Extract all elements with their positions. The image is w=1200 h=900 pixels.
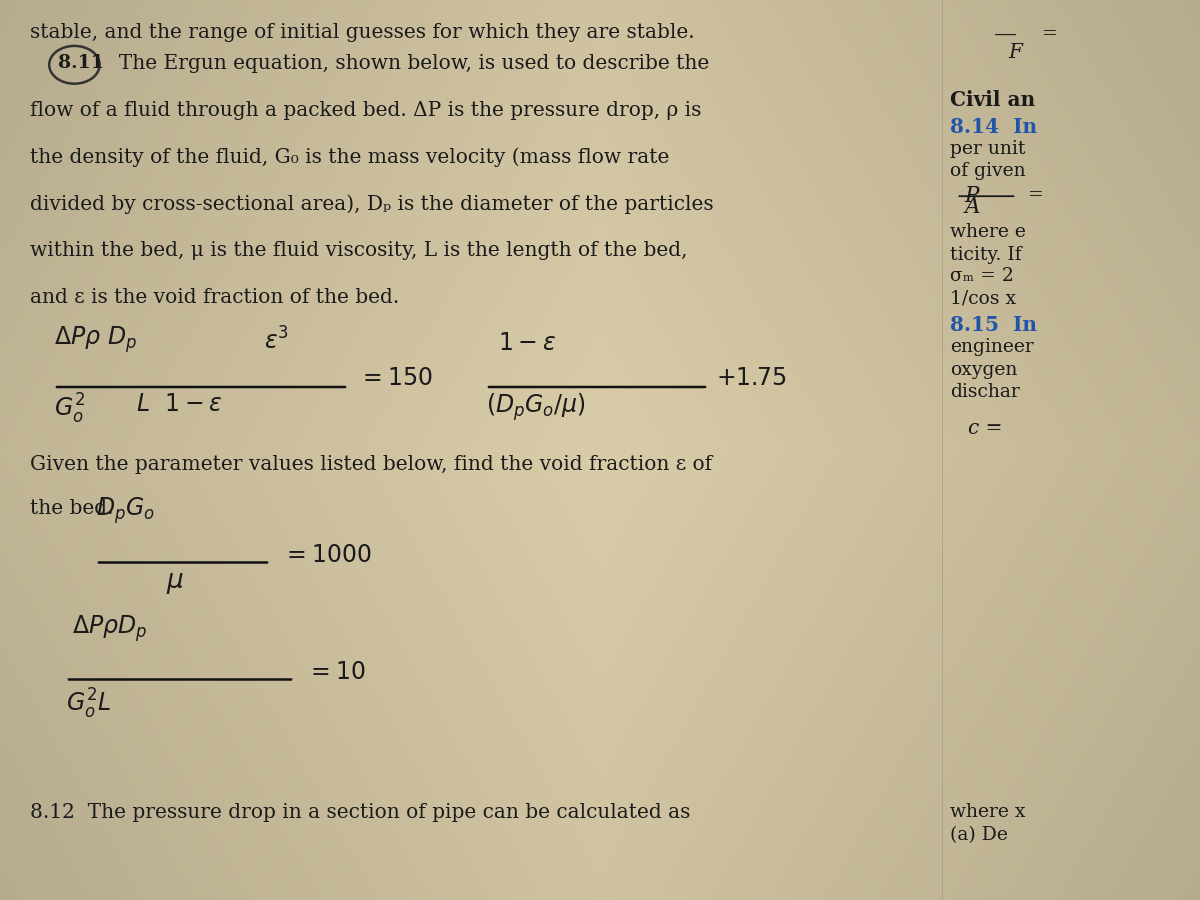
Text: dischar: dischar xyxy=(950,383,1020,401)
Text: within the bed, μ is the fluid viscosity, L is the length of the bed,: within the bed, μ is the fluid viscosity… xyxy=(30,241,688,260)
Text: Civil an: Civil an xyxy=(950,90,1036,110)
Text: $\Delta P\rho\ D_p$: $\Delta P\rho\ D_p$ xyxy=(54,324,137,355)
Text: =: = xyxy=(1028,186,1044,204)
Text: where e: where e xyxy=(950,223,1026,241)
Text: $G_o^2 L$: $G_o^2 L$ xyxy=(66,687,110,721)
Text: $G_o^2$: $G_o^2$ xyxy=(54,392,85,426)
Text: ticity. If: ticity. If xyxy=(950,246,1022,264)
Text: The Ergun equation, shown below, is used to describe the: The Ergun equation, shown below, is used… xyxy=(106,54,709,73)
Text: 8.15  In: 8.15 In xyxy=(950,315,1038,335)
Text: 1/cos x: 1/cos x xyxy=(950,290,1016,308)
Text: $= 1000$: $= 1000$ xyxy=(282,544,372,567)
Text: and ε is the void fraction of the bed.: and ε is the void fraction of the bed. xyxy=(30,288,400,307)
Text: c =: c = xyxy=(968,418,1003,437)
Text: the density of the fluid, G₀ is the mass velocity (mass flow rate: the density of the fluid, G₀ is the mass… xyxy=(30,148,670,167)
Text: $L\ \ 1-\varepsilon$: $L\ \ 1-\varepsilon$ xyxy=(136,392,222,416)
Text: stable, and the range of initial guesses for which they are stable.: stable, and the range of initial guesses… xyxy=(30,22,695,41)
Text: 8.14  In: 8.14 In xyxy=(950,117,1038,137)
Text: $\mu$: $\mu$ xyxy=(166,570,184,596)
Text: divided by cross-sectional area), Dₚ is the diameter of the particles: divided by cross-sectional area), Dₚ is … xyxy=(30,194,714,214)
Text: $\Delta P\rho D_p$: $\Delta P\rho D_p$ xyxy=(72,613,148,644)
Text: A: A xyxy=(965,196,980,218)
Text: $+ 1.75$: $+ 1.75$ xyxy=(716,366,787,390)
Text: $= 10$: $= 10$ xyxy=(306,661,366,684)
Text: F: F xyxy=(1008,43,1022,62)
Text: P: P xyxy=(965,184,979,206)
Text: $= 150$: $= 150$ xyxy=(358,366,432,390)
Text: 8.12  The pressure drop in a section of pipe can be calculated as: 8.12 The pressure drop in a section of p… xyxy=(30,803,690,822)
Text: engineer: engineer xyxy=(950,338,1034,356)
Text: $(D_p G_o/\mu)$: $(D_p G_o/\mu)$ xyxy=(486,392,586,423)
Text: where x: where x xyxy=(950,803,1026,821)
Text: $\varepsilon^3$: $\varepsilon^3$ xyxy=(264,328,289,355)
Text: (a) De: (a) De xyxy=(950,826,1008,844)
Text: flow of a fluid through a packed bed. ΔP is the pressure drop, ρ is: flow of a fluid through a packed bed. ΔP… xyxy=(30,101,701,120)
Text: =: = xyxy=(1042,25,1057,43)
Text: of given: of given xyxy=(950,162,1026,180)
Text: —: — xyxy=(994,25,1016,47)
Text: $D_p G_o$: $D_p G_o$ xyxy=(96,496,155,526)
Text: 8.11: 8.11 xyxy=(58,54,103,72)
Text: oxygen: oxygen xyxy=(950,361,1018,379)
Text: the bed.: the bed. xyxy=(30,500,114,518)
Text: $1 - \varepsilon$: $1 - \varepsilon$ xyxy=(498,330,556,355)
Text: σₘ = 2: σₘ = 2 xyxy=(950,267,1014,285)
Text: per unit: per unit xyxy=(950,140,1026,158)
Text: Given the parameter values listed below, find the void fraction ε of: Given the parameter values listed below,… xyxy=(30,454,712,473)
